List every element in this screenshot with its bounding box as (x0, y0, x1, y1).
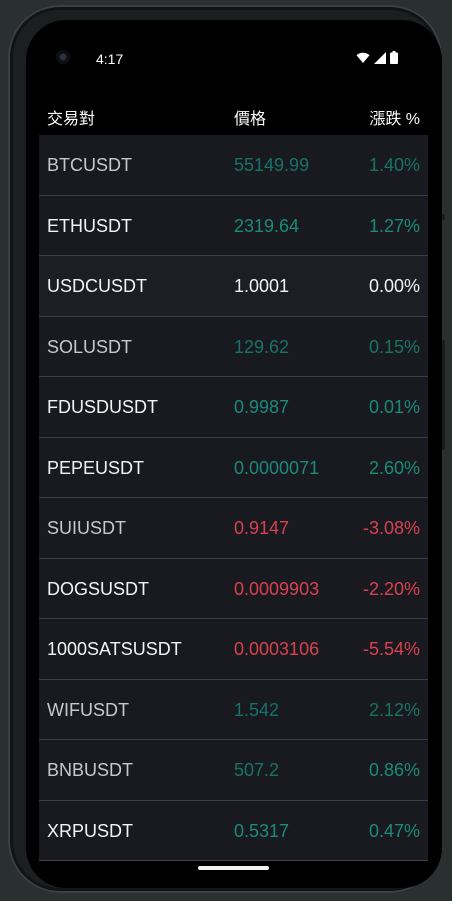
ticker-change: 0.15% (368, 336, 420, 357)
ticker-row-bnbusdt[interactable]: BNBUSDT 507.2 0.86% (39, 740, 428, 801)
ticker-price: 1.542 (234, 699, 280, 720)
ticker-symbol: BTCUSDT (47, 155, 132, 175)
phone-frame: 4:17 交易對 價格 漲跌 % BTCUSDT 55149.99 1.4 (8, 5, 442, 893)
wifi-icon (356, 52, 370, 63)
ticker-row-fdusdusdt[interactable]: FDUSDUSDT 0.9987 0.01% (39, 377, 428, 438)
ticker-row-suiusdt[interactable]: SUIUSDT 0.9147 -3.08% (39, 498, 428, 559)
ticker-price: 55149.99 (234, 155, 310, 175)
ticker-row-btcusdt[interactable]: BTCUSDT 55149.99 1.40% (39, 135, 428, 196)
front-camera-icon (56, 50, 70, 64)
header-price: 價格 (234, 111, 267, 128)
ticker-symbol: BNBUSDT (47, 760, 134, 780)
ticker-price: 0.9987 (234, 397, 290, 417)
ticker-price: 0.0003106 (234, 639, 320, 659)
ticker-symbol: SOLUSDT (47, 336, 133, 357)
ticker-price: 2319.64 (234, 215, 300, 236)
ticker-row-1000satsusdt[interactable]: 1000SATSUSDT 0.0003106 -5.54% (39, 619, 428, 680)
ticker-change: 0.86% (368, 760, 420, 780)
home-indicator[interactable] (198, 866, 269, 870)
ticker-price: 507.2 (234, 760, 280, 780)
ticker-change: 2.60% (368, 457, 420, 478)
ticker-symbol: WIFUSDT (47, 699, 129, 720)
ticker-symbol: 1000SATSUSDT (47, 639, 182, 659)
ticker-symbol: ETHUSDT (47, 215, 132, 236)
ticker-symbol: FDUSDUSDT (47, 397, 158, 417)
battery-icon (390, 51, 398, 64)
ticker-price: 0.0000071 (234, 457, 320, 478)
ticker-symbol: DOGSUSDT (47, 578, 150, 599)
ticker-change: 1.27% (368, 215, 420, 236)
ticker-row-pepeusdt[interactable]: PEPEUSDT 0.0000071 2.60% (39, 437, 428, 498)
ticker-change: -2.20% (362, 578, 420, 599)
ticker-price: 0.5317 (234, 820, 290, 841)
ticker-price: 0.9147 (234, 518, 290, 538)
ticker-row-usdcusdt[interactable]: USDCUSDT 1.0001 0.00% (39, 256, 428, 317)
ticker-symbol: USDCUSDT (47, 276, 148, 296)
ticker-change: 0.00% (368, 276, 420, 296)
power-button (440, 214, 445, 220)
ticker-row-wifusdt[interactable]: WIFUSDT 1.542 2.12% (39, 679, 428, 740)
ticker-row-solusdt[interactable]: SOLUSDT 129.62 0.15% (39, 316, 428, 377)
status-time: 4:17 (96, 51, 124, 67)
signal-icon (374, 51, 386, 64)
ticker-symbol: PEPEUSDT (47, 457, 145, 478)
header-change: 漲跌 % (369, 111, 420, 128)
status-icons (356, 51, 398, 64)
ticker-row-xrpusdt[interactable]: XRPUSDT 0.5317 0.47% (39, 800, 428, 861)
table-header: 交易對 價格 漲跌 % (39, 105, 428, 135)
ticker-row-ethusdt[interactable]: ETHUSDT 2319.64 1.27% (39, 195, 428, 256)
ticker-symbol: SUIUSDT (47, 518, 127, 538)
ticker-change: 1.40% (368, 155, 420, 175)
ticker-price: 0.0009903 (234, 578, 320, 599)
ticker-symbol: XRPUSDT (47, 820, 134, 841)
ticker-price: 1.0001 (234, 276, 290, 296)
ticker-change: 0.01% (368, 397, 420, 417)
ticker-change: -5.54% (362, 639, 420, 659)
volume-button (440, 340, 445, 450)
header-pair: 交易對 (47, 111, 96, 128)
phone-screen: 4:17 交易對 價格 漲跌 % BTCUSDT 55149.99 1.4 (26, 20, 442, 888)
ticker-row-dogsusdt[interactable]: DOGSUSDT 0.0009903 -2.20% (39, 558, 428, 619)
ticker-list[interactable]: BTCUSDT 55149.99 1.40% ETHUSDT 2319.64 1… (39, 135, 428, 875)
ticker-change: -3.08% (362, 518, 420, 538)
ticker-change: 0.47% (368, 820, 420, 841)
ticker-change: 2.12% (368, 699, 420, 720)
ticker-price: 129.62 (234, 336, 290, 357)
